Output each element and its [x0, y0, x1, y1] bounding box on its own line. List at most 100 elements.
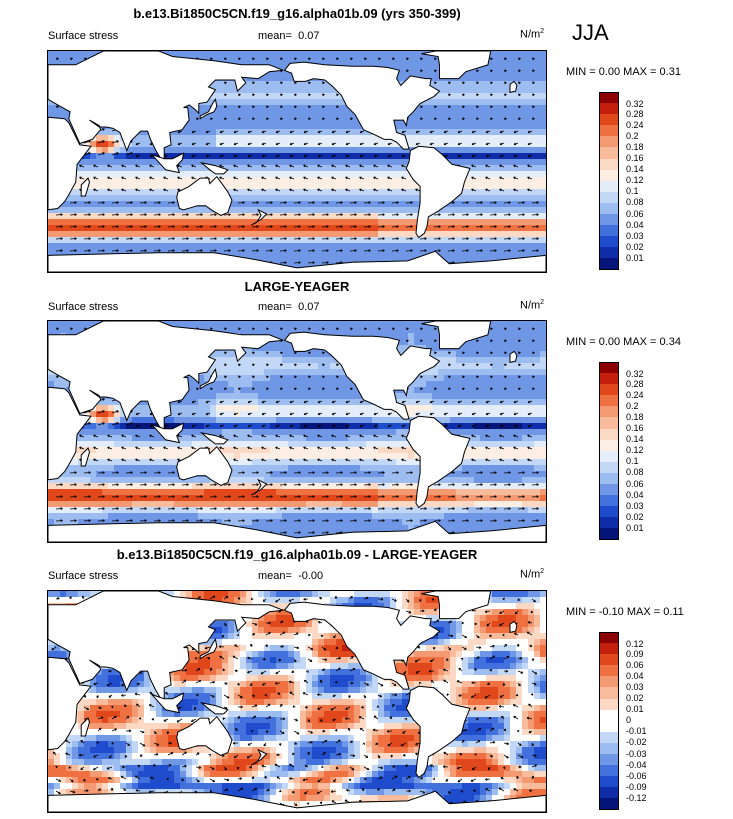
colorbar-swatch: 0.04	[599, 214, 644, 229]
panel-1-colorbar: 0.32 0.28 0.24 0.2 0.18 0.16 0.14 0.12 0.1 0.08 0.…	[599, 92, 644, 270]
colorbar-swatch: 0.16	[599, 417, 644, 433]
landmass-indonesia	[150, 152, 185, 174]
colorbar-swatch	[599, 528, 619, 540]
colorbar-swatch: 0.03	[599, 495, 644, 510]
panel-1-mean: mean= 0.07	[258, 30, 320, 42]
panel-2-colorbar: 0.32 0.28 0.24 0.2 0.18 0.16 0.14 0.12 0.1 0.08 0.…	[599, 362, 644, 540]
colorbar-swatch: 0	[599, 709, 631, 725]
landmass-eurasia	[48, 591, 284, 702]
colorbar-swatch: 0.09	[599, 643, 644, 658]
landmass-greenland	[421, 591, 492, 620]
map-canvas	[48, 591, 546, 812]
colorbar-tick-label: 0.04	[626, 670, 644, 681]
landmass-newguinea	[199, 702, 229, 715]
landmass-antarctica	[48, 250, 546, 272]
colorbar-tick-label: 0.14	[626, 164, 644, 175]
colorbar-swatch: 0.03	[599, 676, 644, 691]
panel-2-mean: mean= 0.07	[258, 301, 320, 313]
colorbar-swatch: 0.06	[599, 654, 644, 669]
colorbar-swatch: 0.04	[599, 665, 644, 680]
landmass-namerica	[283, 331, 441, 420]
colorbar-swatch: -0.06	[599, 765, 647, 780]
colorbar-swatch: 0.01	[599, 247, 644, 262]
colorbar-tick-label: 0.02	[626, 241, 644, 252]
map-canvas	[48, 321, 546, 542]
continent-outlines	[48, 321, 546, 542]
landmass-australia	[176, 445, 233, 486]
landmass-samerica	[405, 415, 471, 509]
landmass-madagascar	[80, 447, 91, 467]
colorbar-tick-label: 0.01	[626, 704, 644, 715]
landmass-namerica	[283, 61, 441, 150]
landmass-africa	[48, 116, 92, 211]
colorbar-swatch: 0.18	[599, 136, 644, 151]
colorbar-tick-label: 0.02	[626, 693, 644, 704]
colorbar-tick-label: 0.09	[626, 648, 644, 659]
colorbar-tick-label: -0.01	[626, 726, 647, 737]
colorbar-tick-label: 0.32	[626, 98, 644, 109]
colorbar-swatch: 0.01	[599, 517, 644, 532]
colorbar-tick-label: 0.03	[626, 230, 644, 241]
colorbar-swatch: 0.28	[599, 103, 644, 118]
colorbar-tick-label: 0.28	[626, 108, 644, 119]
colorbar-tick-label: 0	[626, 715, 632, 726]
landmass-namerica	[283, 601, 441, 690]
colorbar-swatch: 0.14	[599, 158, 644, 174]
colorbar-swatch: 0.03	[599, 225, 644, 240]
colorbar-swatch: 0.18	[599, 406, 644, 421]
colorbar-swatch: 0.08	[599, 461, 644, 477]
panel-1-map	[47, 50, 547, 273]
colorbar-tick-label: 0.32	[626, 368, 644, 379]
panel-3-map	[47, 590, 547, 813]
landmass-nz	[251, 208, 268, 226]
colorbar-swatch	[599, 258, 619, 270]
colorbar-swatch: -0.03	[599, 742, 647, 758]
colorbar-swatch: -0.12	[599, 787, 647, 802]
colorbar-tick-label: 0.01	[626, 252, 644, 263]
season-label: JJA	[572, 20, 609, 45]
landmass-britain	[509, 620, 518, 634]
colorbar-tick-label: 0.28	[626, 378, 644, 389]
colorbar-swatch: 0.28	[599, 373, 644, 388]
landmass-greenland	[421, 321, 492, 350]
colorbar-tick-label: 0.04	[626, 219, 644, 230]
colorbar-tick-label: 0.18	[626, 141, 644, 152]
landmass-newguinea	[199, 162, 229, 175]
panel-2-map	[47, 320, 547, 543]
colorbar-swatch: 0.32	[599, 362, 644, 378]
panel-3-colorbar: 0.12 0.09 0.06 0.04 0.03 0.02 0.01 0 -0.01 -0.02-…	[599, 632, 647, 810]
colorbar-swatch: -0.02	[599, 731, 647, 747]
landmass-samerica	[405, 145, 471, 239]
colorbar-swatch: -0.01	[599, 720, 647, 736]
landmass-nz	[251, 478, 268, 496]
landmass-australia	[176, 715, 233, 756]
landmass-antarctica	[48, 520, 546, 542]
colorbar-swatch: 0.02	[599, 506, 644, 521]
landmass-britain	[509, 80, 518, 94]
landmass-indonesia	[150, 692, 185, 714]
landmass-samerica	[405, 685, 471, 779]
colorbar-tick-label: 0.2	[626, 400, 639, 411]
colorbar-swatch	[599, 798, 619, 810]
colorbar-tick-label: 0.01	[626, 522, 644, 533]
colorbar-swatch: 0.2	[599, 125, 639, 140]
map-canvas	[48, 51, 546, 272]
landmass-nz	[251, 748, 268, 766]
continent-outlines	[48, 51, 546, 272]
colorbar-swatch: 0.02	[599, 687, 644, 703]
panel-3-units: N/m2	[520, 568, 545, 581]
colorbar-tick-label: 0.02	[626, 511, 644, 522]
colorbar-tick-label: 0.24	[626, 389, 644, 400]
colorbar-tick-label: 0.04	[626, 489, 644, 500]
landmass-indonesia	[150, 422, 185, 444]
colorbar-tick-label: 0.03	[626, 500, 644, 511]
panel-2-title: LARGE-YEAGER	[244, 279, 350, 294]
colorbar-tick-label: -0.03	[626, 748, 647, 759]
colorbar-swatch: 0.1	[599, 450, 639, 466]
landmass-greenland	[421, 51, 492, 80]
colorbar-swatch: 0.12	[599, 632, 644, 648]
landmass-africa	[48, 386, 92, 481]
colorbar-swatch: 0.12	[599, 169, 644, 185]
colorbar-swatch: 0.01	[599, 698, 644, 714]
landmass-eurasia	[48, 51, 284, 162]
